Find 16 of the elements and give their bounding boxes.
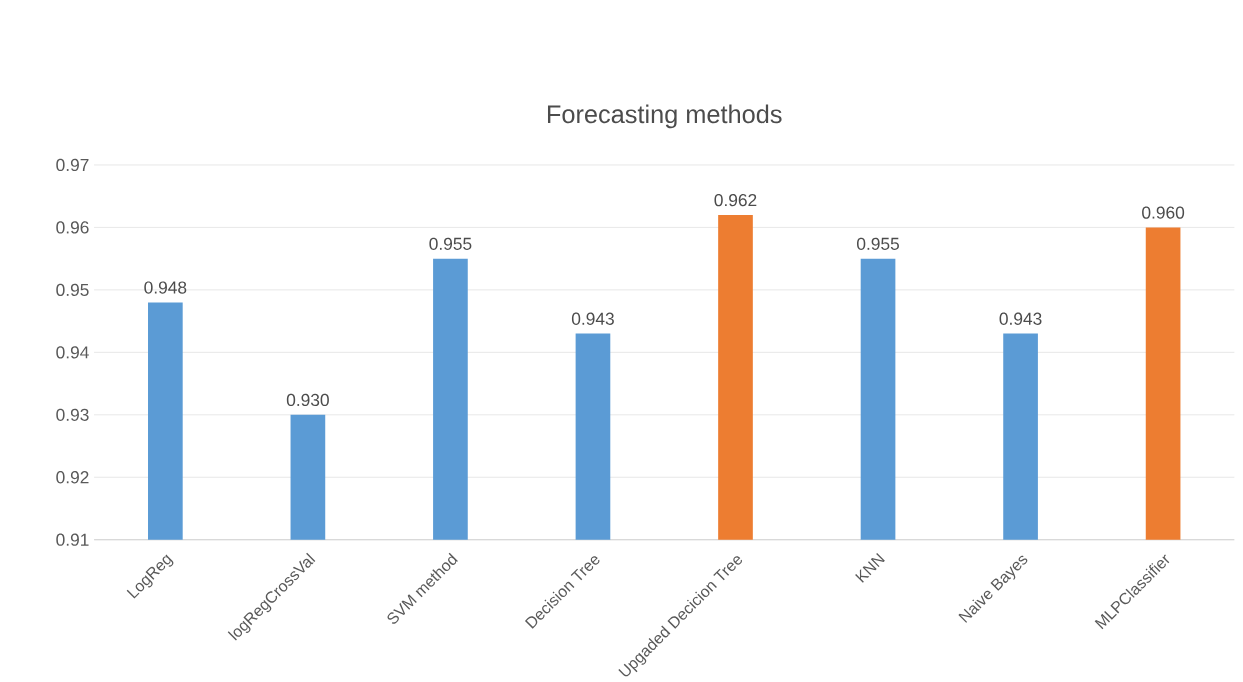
y-tick-label: 0.97 <box>56 159 89 172</box>
y-tick-label: 0.92 <box>56 471 89 484</box>
y-tick-label: 0.91 <box>56 533 89 547</box>
y-tick-label: 0.96 <box>56 221 89 234</box>
data-label: 0.955 <box>429 237 472 251</box>
y-tick-label: 0.94 <box>56 346 89 359</box>
data-label: 0.930 <box>286 394 329 407</box>
data-label: 0.962 <box>714 194 757 207</box>
data-label: 0.960 <box>1142 206 1185 219</box>
data-label: 0.943 <box>571 312 614 326</box>
chart-title: Forecasting methods <box>547 104 782 129</box>
y-tick-label: 0.95 <box>56 283 89 297</box>
data-label: 0.955 <box>857 237 899 251</box>
data-label: 0.948 <box>144 281 187 294</box>
data-label: 0.943 <box>999 312 1042 326</box>
y-tick-label: 0.93 <box>56 408 89 422</box>
